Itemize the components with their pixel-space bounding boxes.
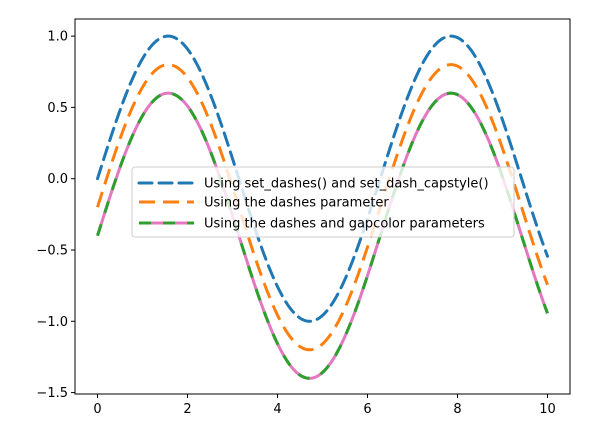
y-tick-label: 0.0: [47, 172, 68, 187]
y-tick-label: −1.0: [36, 315, 68, 330]
series-layer: [96, 34, 549, 380]
x-tick-label: 6: [363, 402, 371, 417]
plot-area-frame: [74, 18, 571, 395]
legend: Using set_dashes() and set_dash_capstyle…: [131, 166, 515, 238]
legend-label-3: Using the dashes and gapcolor parameters: [204, 217, 485, 232]
x-tick-label: 10: [539, 402, 556, 417]
y-tick-label: 1.0: [47, 30, 68, 45]
y-axis-ticks: −1.5 −1.0 −0.5 0.0 0.5 1.0: [36, 30, 75, 401]
series-line-1: [96, 34, 549, 323]
x-tick-label: 8: [453, 402, 461, 417]
legend-box: [131, 166, 515, 238]
x-tick-label: 4: [273, 402, 281, 417]
series-line-3: [96, 91, 549, 380]
legend-label-1: Using set_dashes() and set_dash_capstyle…: [204, 177, 489, 192]
y-tick-label: 0.5: [47, 101, 68, 116]
legend-label-2: Using the dashes parameter: [204, 196, 389, 211]
series-line-2: [96, 63, 549, 352]
x-tick-label: 2: [183, 402, 191, 417]
x-tick-label: 0: [93, 402, 101, 417]
x-axis-ticks: 0 2 4 6 8 10: [93, 394, 556, 417]
y-tick-label: −1.5: [36, 386, 68, 401]
y-tick-label: −0.5: [36, 243, 68, 258]
